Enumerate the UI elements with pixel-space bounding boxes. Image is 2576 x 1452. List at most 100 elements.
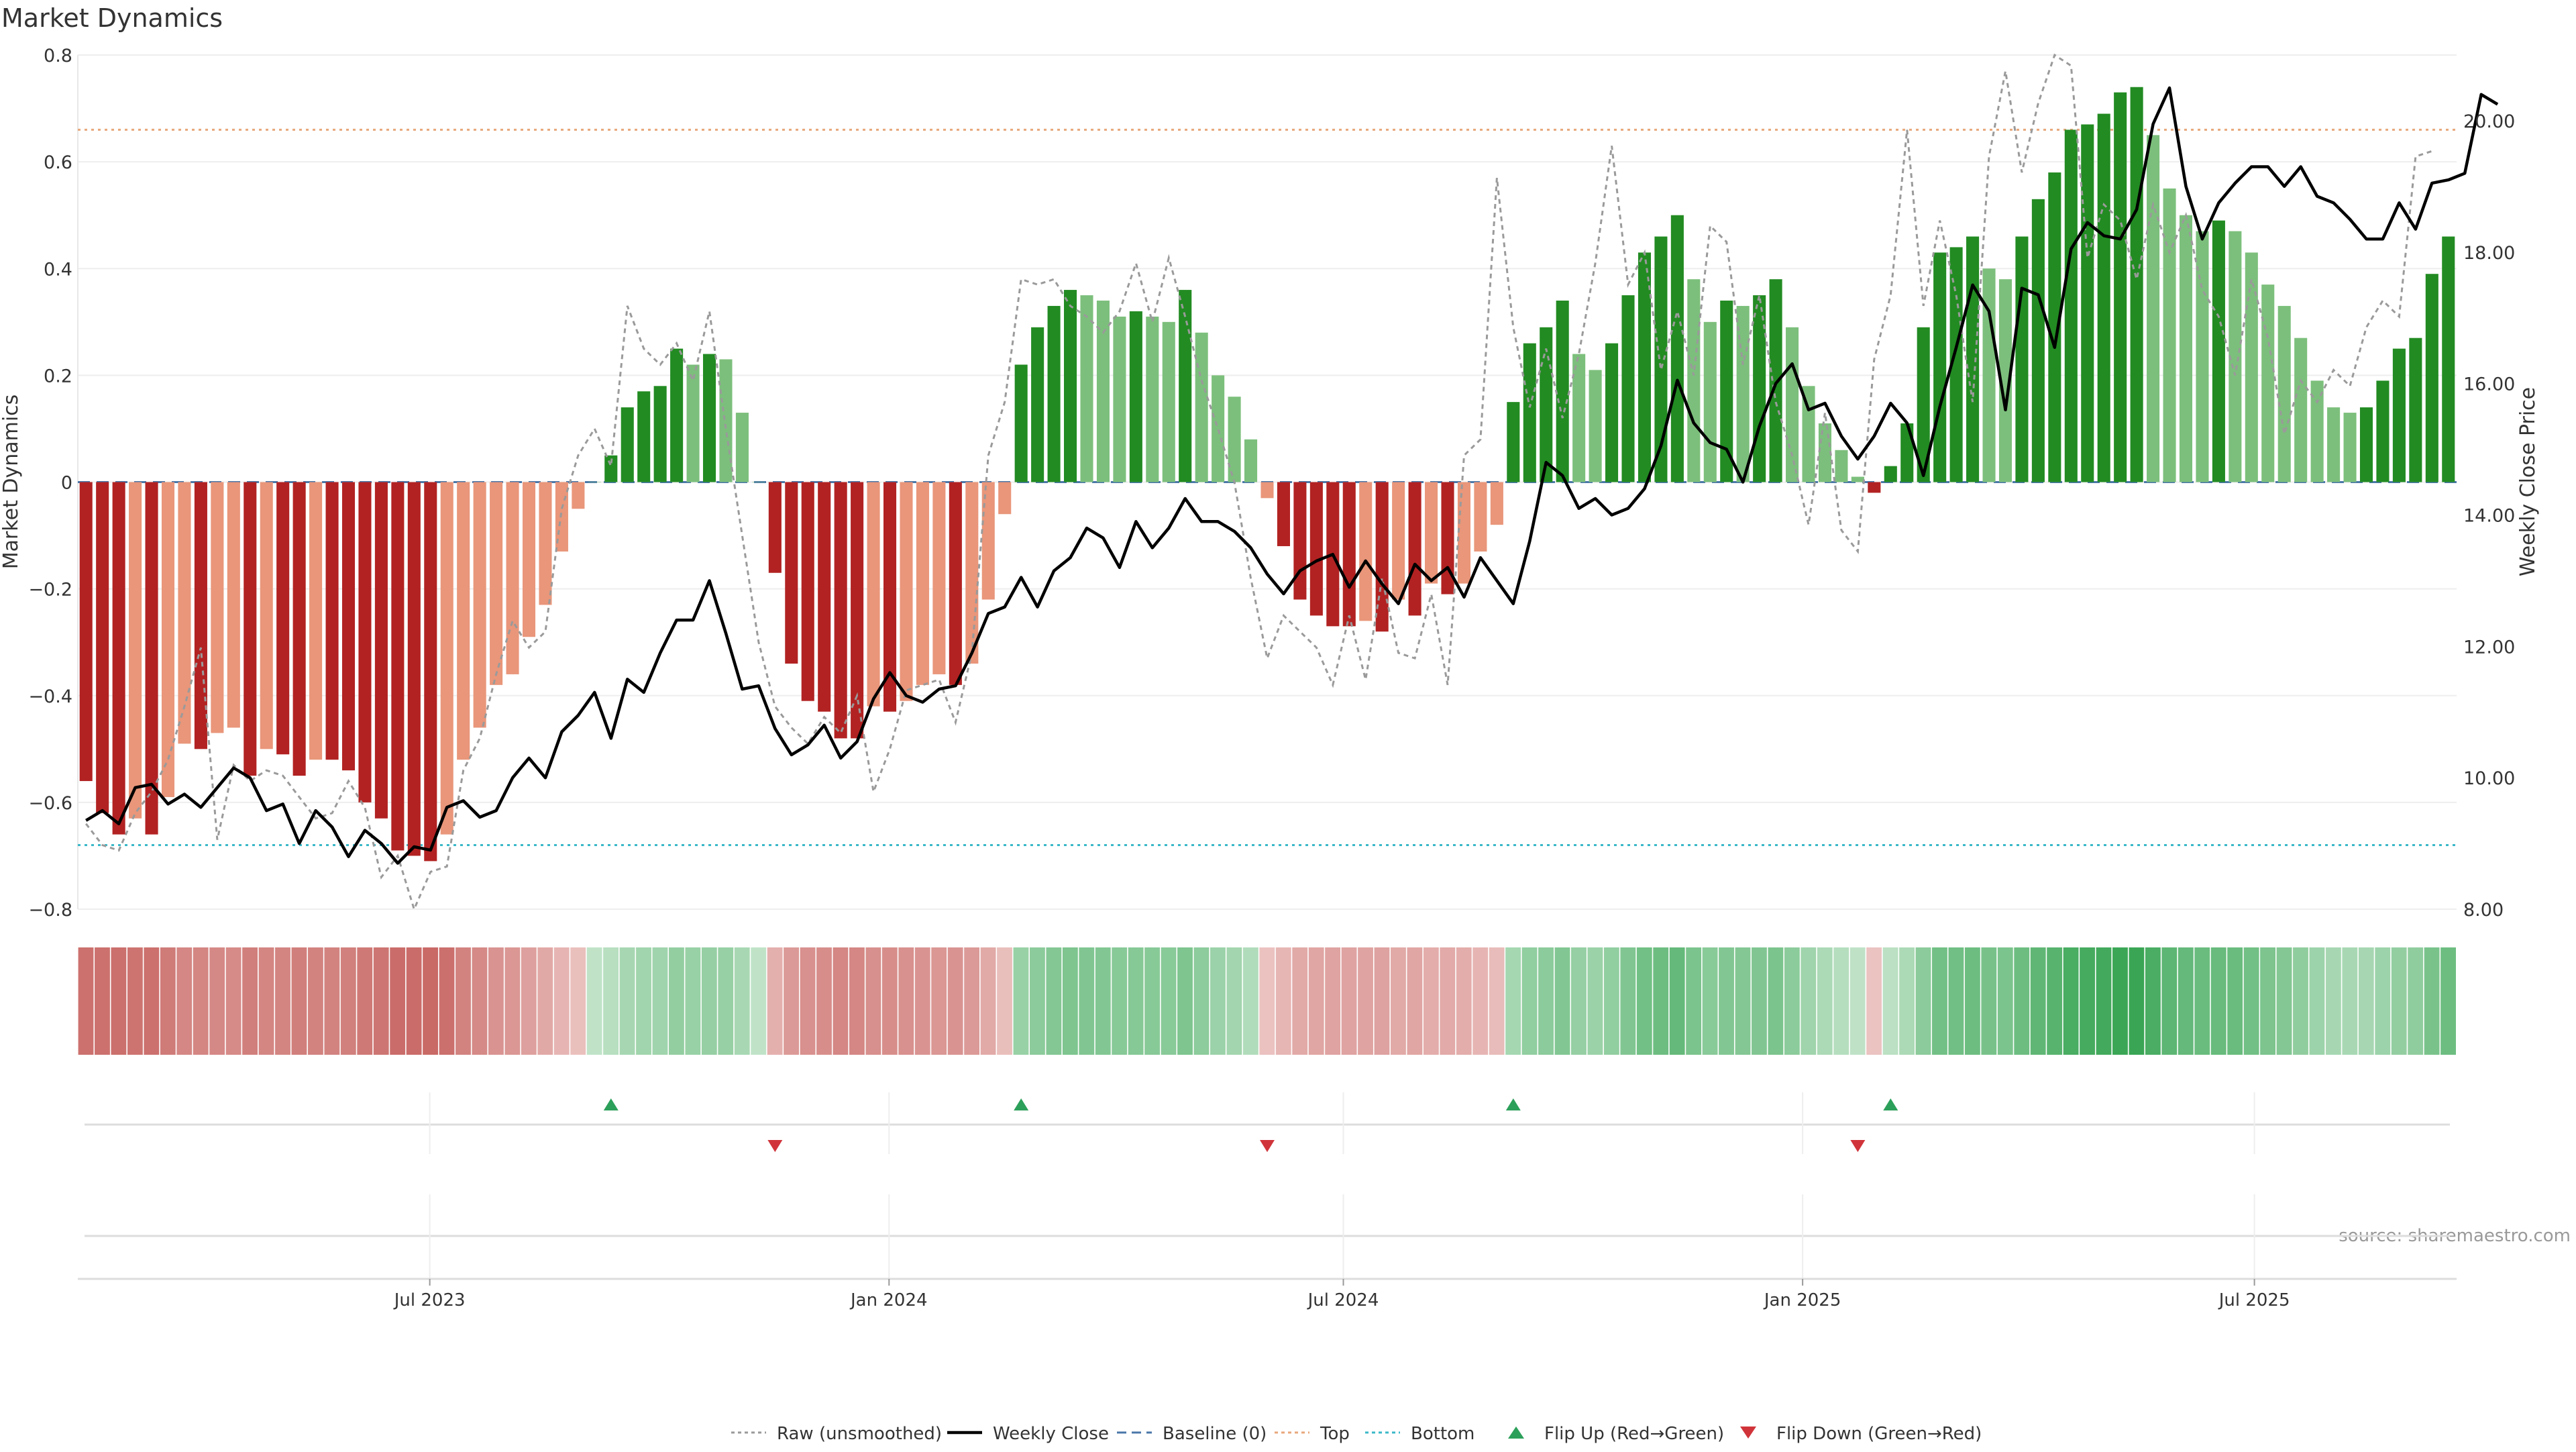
flip-marker-panel	[85, 1092, 2450, 1154]
heat-cell	[1866, 947, 1882, 1055]
legend-swatch-up	[1508, 1427, 1524, 1439]
heat-cell	[668, 947, 684, 1055]
y2-tick-label: 8.00	[2463, 900, 2504, 921]
dynamics-bar	[1260, 482, 1274, 499]
dynamics-bar	[2048, 172, 2061, 482]
dynamics-bar	[1228, 397, 1241, 482]
dynamics-bar	[1064, 290, 1077, 482]
heat-cell	[127, 947, 143, 1055]
legend-label: Bottom	[1411, 1424, 1474, 1444]
dynamics-bar	[1212, 375, 1225, 482]
legend-item: Flip Up (Red→Green)	[1508, 1424, 1724, 1444]
legend-label: Flip Down (Green→Red)	[1776, 1424, 1982, 1444]
dynamics-bar	[1457, 482, 1470, 584]
dynamics-bar	[1949, 247, 1963, 482]
heat-cell	[1801, 947, 1817, 1055]
heat-cell	[2161, 947, 2178, 1055]
dynamics-bar	[211, 482, 224, 733]
y-tick-label: 0.4	[44, 259, 72, 280]
heat-cell	[865, 947, 881, 1055]
y-tick-label: −0.6	[28, 793, 72, 814]
dynamics-bar	[490, 482, 503, 685]
dynamics-bar	[178, 482, 191, 744]
y2-tick-label: 10.00	[2463, 768, 2515, 789]
heat-cell	[1817, 947, 1833, 1055]
dynamics-bar	[1769, 279, 1782, 482]
heat-cell	[1948, 947, 1964, 1055]
heat-cell	[2178, 947, 2194, 1055]
dynamics-bar	[112, 482, 125, 835]
heat-cell	[2358, 947, 2374, 1055]
dynamics-bar	[374, 482, 388, 819]
heat-cell	[734, 947, 750, 1055]
flip-down-marker	[1260, 1140, 1275, 1152]
x-tick-label: Jul 2023	[393, 1290, 466, 1310]
dynamics-bar	[1572, 354, 1586, 482]
heat-cell	[225, 947, 241, 1055]
heat-cell	[2342, 947, 2358, 1055]
heat-cell	[1538, 947, 1554, 1055]
heat-cell	[307, 947, 323, 1055]
heat-cell	[2129, 947, 2145, 1055]
dynamics-bar	[981, 482, 995, 600]
dynamics-bar	[2327, 407, 2341, 482]
heat-cell	[1719, 947, 1734, 1055]
dynamics-bar	[1884, 466, 1897, 482]
dynamics-bar	[818, 482, 831, 712]
dynamics-bar	[260, 482, 273, 749]
dynamics-bar	[2294, 338, 2308, 482]
heat-cell	[767, 947, 783, 1055]
heat-cell	[1308, 947, 1324, 1055]
heat-cell	[947, 947, 963, 1055]
dynamics-bar	[1982, 268, 1996, 482]
dynamics-bar	[1146, 316, 1159, 482]
y-tick-label: −0.4	[28, 686, 72, 707]
heat-cell	[324, 947, 340, 1055]
heat-cell	[2260, 947, 2275, 1055]
dynamics-bar	[752, 482, 765, 483]
heat-cell	[373, 947, 389, 1055]
dynamics-bar	[1293, 482, 1307, 600]
dynamics-bar	[653, 386, 667, 482]
heat-cell	[160, 947, 176, 1055]
dynamics-bar	[2359, 407, 2373, 482]
dynamics-bar	[932, 482, 946, 674]
heat-cell	[1669, 947, 1685, 1055]
dynamics-bar	[358, 482, 372, 802]
heat-cell	[2243, 947, 2259, 1055]
heat-cell	[1226, 947, 1242, 1055]
heat-cell	[2080, 947, 2095, 1055]
heat-cell	[1358, 947, 1373, 1055]
dynamics-bar	[1589, 370, 1602, 482]
heat-cell	[1440, 947, 1456, 1055]
heat-cell	[1095, 947, 1111, 1055]
heat-cell	[816, 947, 832, 1055]
dynamics-bar	[702, 354, 716, 482]
flip-up-marker	[1883, 1098, 1898, 1110]
dynamics-bar	[2212, 220, 2225, 482]
raw-line	[85, 53, 2432, 913]
flip-down-marker	[767, 1140, 783, 1152]
legend-label: Top	[1320, 1424, 1350, 1444]
dynamics-bar	[1523, 343, 1536, 482]
heat-cell	[504, 947, 521, 1055]
dynamics-bar	[1490, 482, 1503, 525]
heat-cell	[1899, 947, 1915, 1055]
heat-cell	[1489, 947, 1505, 1055]
raw-series	[85, 53, 2432, 913]
dynamics-bar	[834, 482, 847, 739]
dynamics-bar	[1425, 482, 1438, 584]
heat-cell	[390, 947, 406, 1055]
y2-axis-ticks: 20.00 18.00 16.00 14.00 12.00 10.00 8.00	[2463, 111, 2515, 921]
heat-cell	[1128, 947, 1144, 1055]
dynamics-bar	[391, 482, 405, 851]
dynamics-bar	[1818, 423, 1832, 482]
heat-cell	[176, 947, 193, 1055]
dynamics-bar	[637, 391, 651, 482]
heat-cell	[898, 947, 914, 1055]
heat-cell	[1407, 947, 1423, 1055]
y2-tick-label: 20.00	[2463, 111, 2515, 132]
dynamics-bar	[244, 482, 257, 776]
